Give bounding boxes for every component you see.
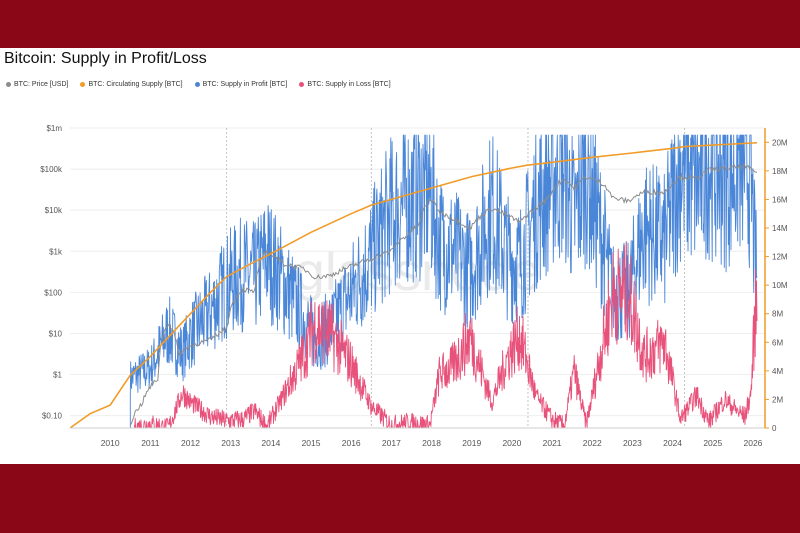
legend-item-circulating-supply[interactable]: BTC: Circulating Supply [BTC] [80, 81, 183, 88]
chart-title: Bitcoin: Supply in Profit/Loss [4, 50, 207, 67]
right-tick-label: 0 [772, 424, 777, 433]
right-axis-ticks: 0 2M 4M 6M 8M 10M 12M 14M 16M 18M 20M [765, 138, 788, 433]
left-tick-label: $1k [49, 247, 63, 256]
x-tick-label: 2011 [141, 438, 160, 448]
series-price-line [129, 163, 758, 426]
left-tick-label: $0.10 [42, 412, 63, 421]
x-tick-label: 2013 [221, 438, 240, 448]
legend-dot-supply-in-loss [299, 82, 305, 87]
left-tick-label: $10 [49, 329, 63, 338]
x-tick-label: 2019 [462, 438, 481, 448]
x-tick-label: 2018 [422, 438, 441, 448]
right-tick-label: 14M [772, 224, 788, 233]
x-tick-label: 2025 [703, 438, 722, 448]
right-tick-label: 2M [772, 395, 783, 404]
series-supply-in-profit-line [129, 134, 758, 428]
legend-dot-price [6, 82, 11, 87]
right-tick-label: 8M [772, 310, 783, 319]
legend-item-supply-in-profit[interactable]: BTC: Supply in Profit [BTC] [194, 81, 288, 88]
right-tick-label: 4M [772, 367, 783, 376]
chart-plot[interactable]: glassnode $1m$100k$10k$1k$100$10$1$0.10 … [0, 48, 800, 464]
legend-dot-circulating-supply [80, 82, 86, 87]
x-tick-label: 2012 [181, 438, 200, 448]
left-axis-ticks: $1m $100k $10k $1k $100 $10 $1 $0.10 [40, 124, 63, 421]
x-tick-label: 2020 [502, 438, 521, 448]
legend-label-supply-in-profit: BTC: Supply in Profit [BTC] [202, 81, 288, 88]
x-tick-label: 2023 [623, 438, 642, 448]
right-tick-label: 12M [772, 253, 788, 262]
x-tick-label: 2017 [382, 438, 401, 448]
x-tick-label: 2022 [583, 438, 602, 448]
left-tick-label: $10k [45, 206, 63, 215]
x-tick-label: 2010 [101, 438, 120, 448]
legend-item-supply-in-loss[interactable]: BTC: Supply in Loss [BTC] [299, 81, 391, 88]
series-supply-in-loss-line [133, 241, 758, 429]
x-tick-label: 2021 [543, 438, 562, 448]
left-tick-label: $1m [46, 124, 62, 133]
series-circulating-supply-line [69, 141, 758, 429]
x-tick-label: 2024 [663, 438, 682, 448]
series-layer [69, 134, 758, 429]
right-tick-label: 20M [772, 138, 788, 147]
chart-legend: BTC: Price [USD] BTC: Circulating Supply… [6, 81, 391, 88]
right-tick-label: 10M [772, 281, 788, 290]
right-tick-label: 16M [772, 195, 788, 204]
left-tick-label: $1 [53, 371, 62, 380]
right-tick-label: 6M [772, 338, 783, 347]
axes [70, 128, 766, 429]
left-tick-label: $100 [44, 288, 62, 297]
left-tick-label: $100k [40, 165, 63, 174]
legend-label-price: BTC: Price [USD] [14, 81, 69, 88]
legend-dot-supply-in-profit [194, 82, 200, 87]
chart-card: Bitcoin: Supply in Profit/Loss BTC: Pric… [0, 48, 800, 464]
legend-label-supply-in-loss: BTC: Supply in Loss [BTC] [307, 81, 391, 88]
x-tick-label: 2014 [261, 438, 280, 448]
x-tick-label: 2016 [342, 438, 361, 448]
right-tick-label: 18M [772, 167, 788, 176]
x-tick-label: 2015 [302, 438, 321, 448]
legend-item-price[interactable]: BTC: Price [USD] [6, 81, 68, 88]
x-tick-label: 2026 [743, 438, 762, 448]
legend-label-circulating-supply: BTC: Circulating Supply [BTC] [88, 81, 183, 88]
x-axis-ticks: 2010 2011 2012 2013 2014 2015 2016 2017 2018 2019… [101, 438, 763, 448]
